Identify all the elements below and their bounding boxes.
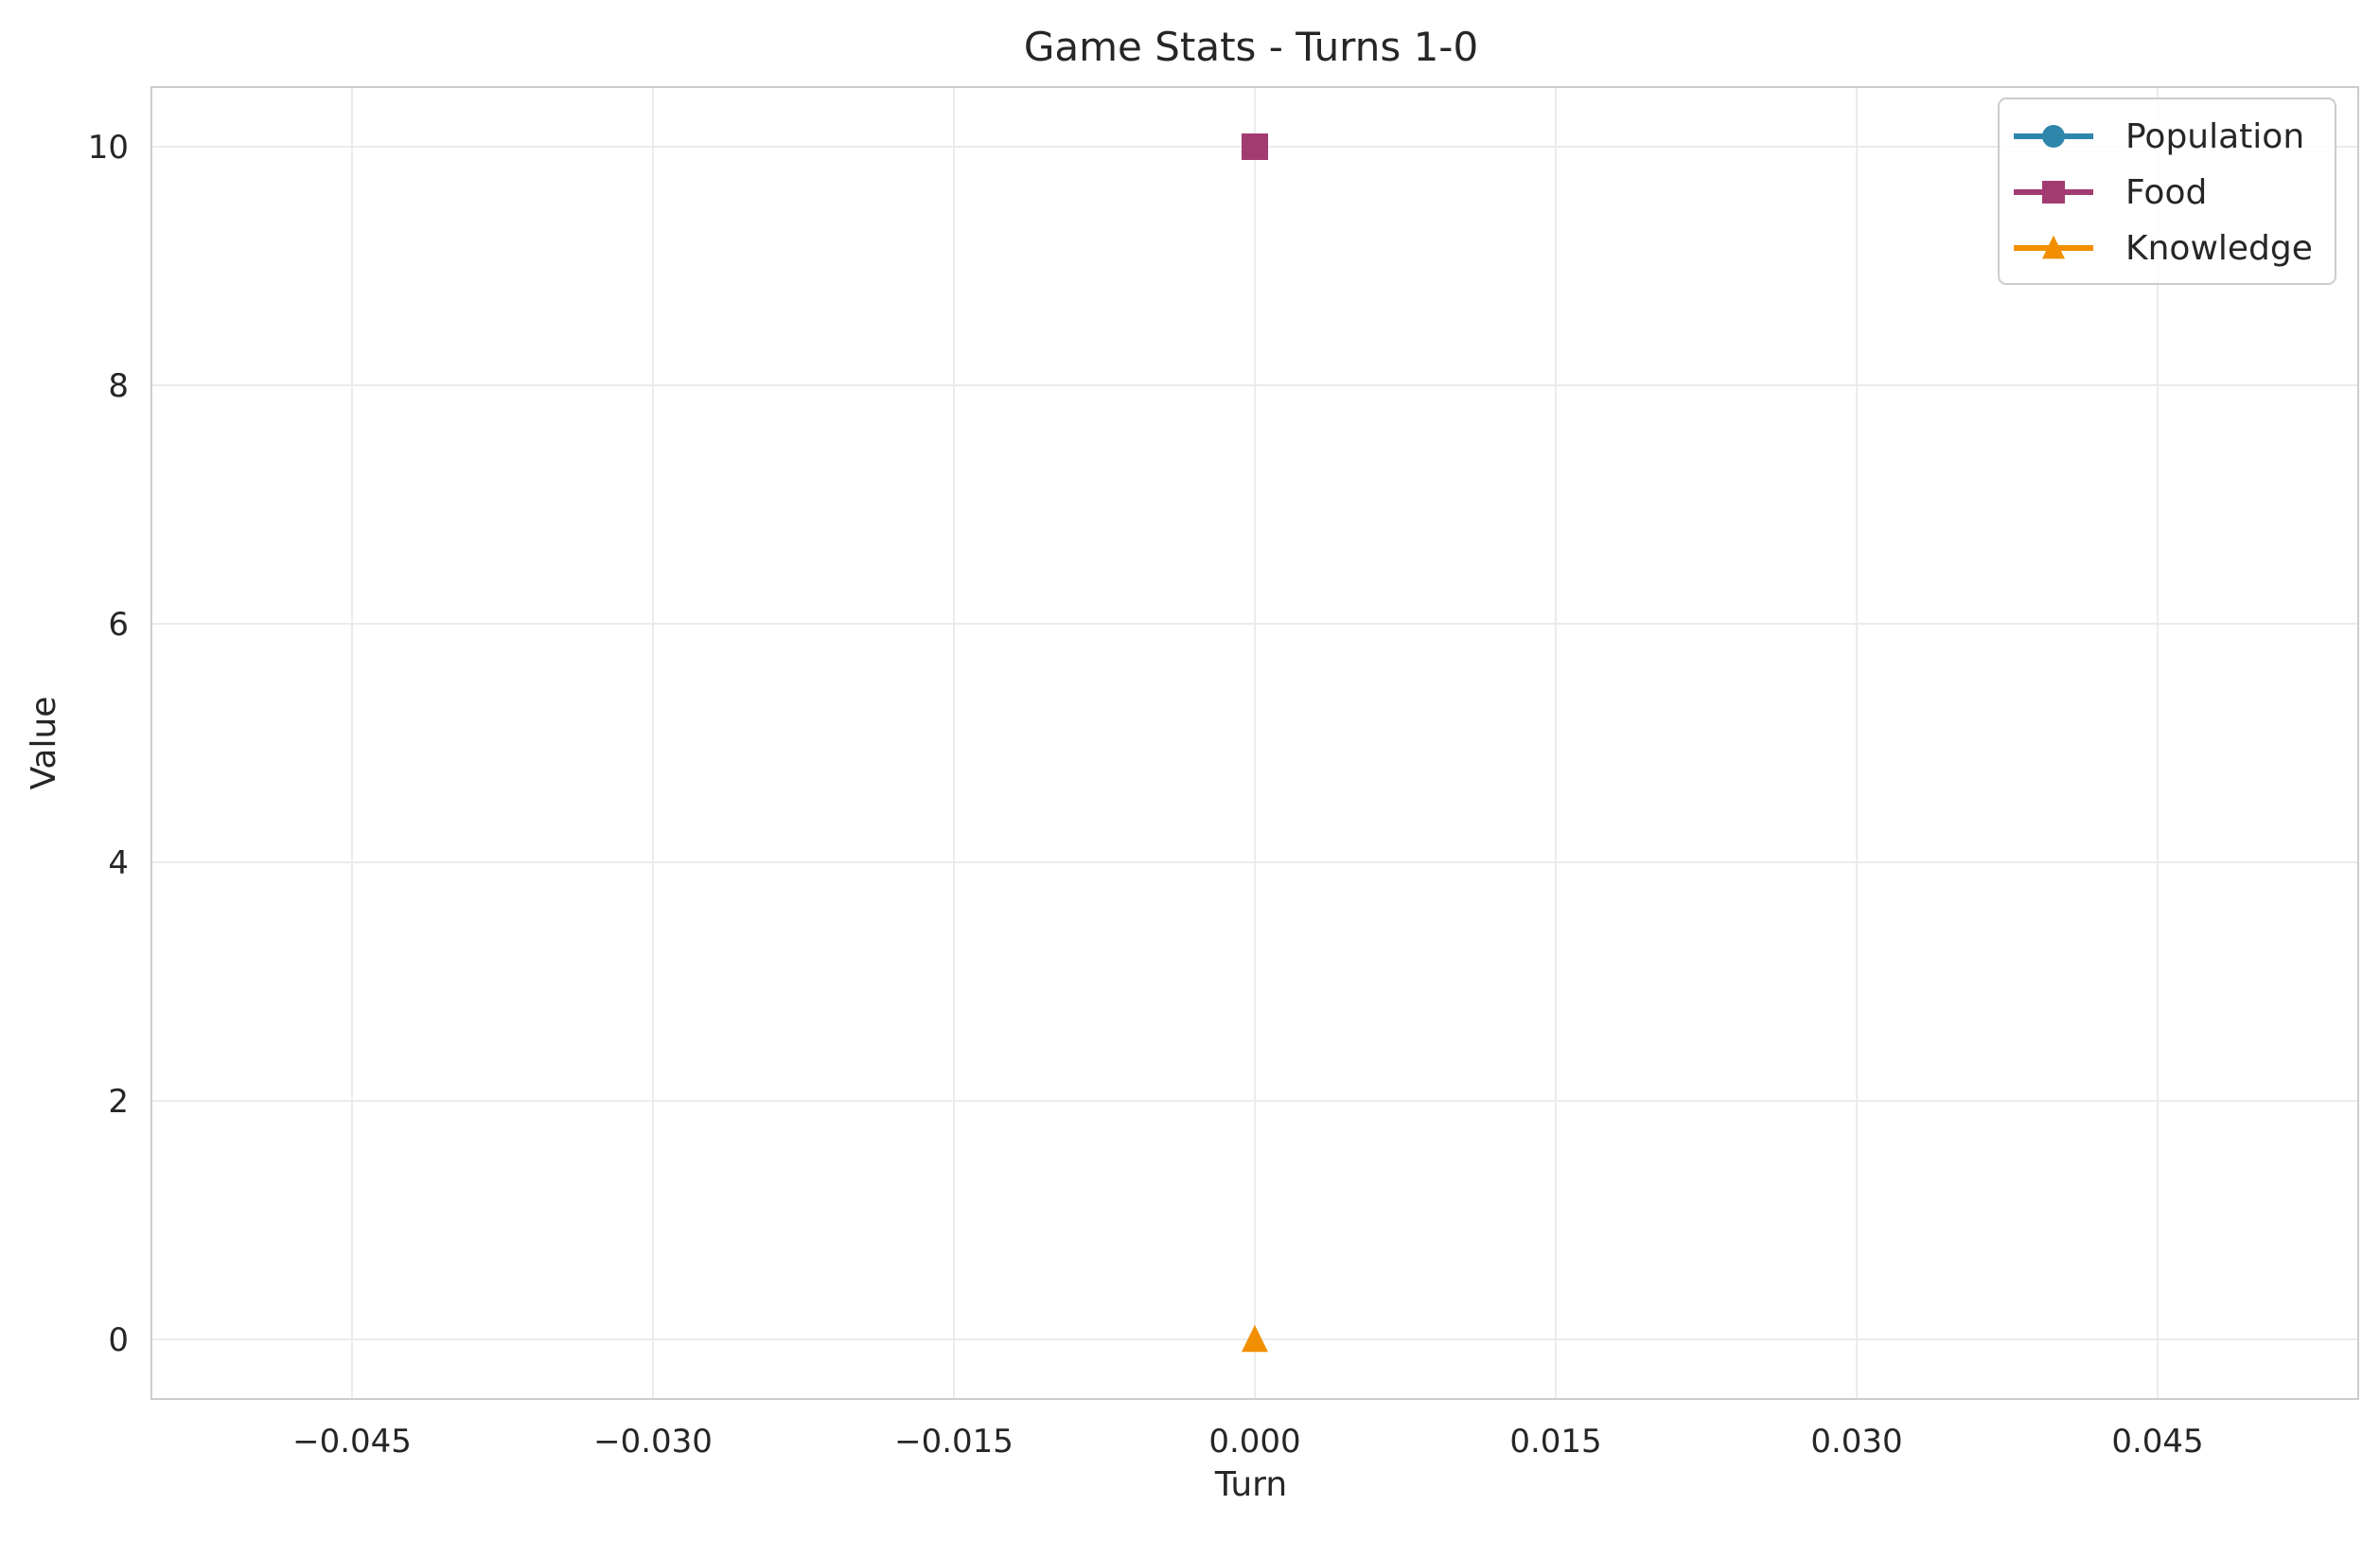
plot-frame [150,86,2359,1400]
x-tick-label: 0.045 [2111,1423,2203,1461]
y-axis-label: Value [25,697,63,790]
legend-marker-knowledge [2042,235,2065,259]
y-tick-label: 2 [108,1083,129,1121]
x-tick-label: 0.015 [1509,1423,1601,1461]
legend-label-population: Population [2125,117,2304,156]
legend-label-knowledge: Knowledge [2125,229,2313,268]
legend: Population Food Knowledge [1998,97,2336,285]
x-tick-label: −0.030 [593,1423,713,1461]
food-point [1242,133,1268,160]
y-tick-label: 0 [108,1321,129,1359]
chart-title: Game Stats - Turns 1-0 [1024,24,1478,70]
y-tick-label: 10 [88,129,129,167]
y-tick-label: 4 [108,844,129,882]
x-tick-label: 0.000 [1208,1423,1300,1461]
legend-entry-population: Population [2014,117,2304,156]
x-tick-label: 0.030 [1810,1423,1902,1461]
y-tick-label: 8 [108,367,129,405]
knowledge-point [1242,1324,1268,1353]
legend-box [1998,97,2336,285]
x-tick-label: −0.015 [894,1423,1014,1461]
tick-labels: −0.045 −0.030 −0.015 0.000 0.015 0.030 0.045 0 2… [88,129,2204,1461]
legend-marker-population [2042,125,2065,148]
legend-label-food: Food [2125,173,2207,212]
x-tick-label: −0.045 [292,1423,412,1461]
legend-entry-food: Food [2014,173,2207,212]
y-tick-label: 6 [108,606,129,644]
legend-entry-knowledge: Knowledge [2014,229,2313,268]
x-axis-label: Turn [1214,1465,1287,1504]
data-marks [1242,133,1268,1353]
legend-marker-food [2042,181,2065,204]
grid [151,87,2358,1399]
